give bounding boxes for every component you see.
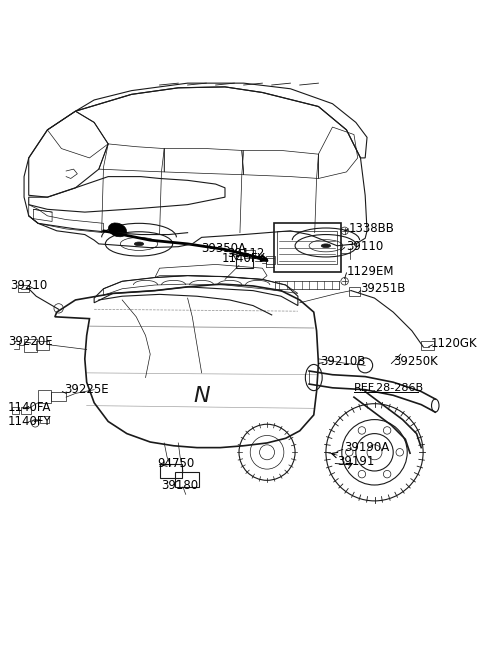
Text: 39110: 39110 bbox=[347, 240, 384, 253]
Text: 1140FA: 1140FA bbox=[8, 401, 51, 414]
Text: 94750: 94750 bbox=[158, 457, 195, 470]
Text: 39251B: 39251B bbox=[360, 282, 406, 295]
Text: 39220E: 39220E bbox=[8, 335, 53, 348]
Text: 39210: 39210 bbox=[10, 279, 48, 293]
Bar bbox=[421, 341, 434, 350]
Bar bbox=[159, 464, 182, 478]
Text: 1338BB: 1338BB bbox=[348, 222, 394, 234]
Text: 1120GK: 1120GK bbox=[431, 337, 477, 350]
Bar bbox=[36, 341, 49, 350]
Bar bbox=[17, 285, 29, 293]
Text: 39225E: 39225E bbox=[64, 383, 109, 396]
Bar bbox=[349, 287, 360, 297]
Bar bbox=[38, 390, 51, 403]
Text: 39250K: 39250K bbox=[393, 355, 438, 368]
Bar bbox=[274, 223, 341, 272]
Bar bbox=[266, 256, 276, 264]
Bar bbox=[24, 339, 37, 352]
Circle shape bbox=[54, 304, 63, 313]
Text: 39190A: 39190A bbox=[345, 441, 390, 454]
Text: 39210B: 39210B bbox=[320, 355, 366, 368]
Bar bbox=[21, 407, 31, 414]
Text: 1140FY: 1140FY bbox=[221, 253, 265, 265]
Ellipse shape bbox=[321, 244, 331, 247]
Bar bbox=[40, 416, 49, 423]
Bar bbox=[12, 407, 19, 414]
Text: 39112: 39112 bbox=[227, 247, 264, 260]
Text: 39191: 39191 bbox=[337, 455, 374, 468]
Bar bbox=[236, 255, 253, 268]
Text: 39180: 39180 bbox=[161, 478, 199, 491]
Ellipse shape bbox=[134, 242, 144, 246]
Bar bbox=[51, 392, 66, 401]
Text: 39350A: 39350A bbox=[202, 242, 247, 255]
Bar bbox=[244, 251, 255, 258]
Bar bbox=[277, 231, 337, 264]
Text: REF.28-286B: REF.28-286B bbox=[354, 383, 424, 393]
Ellipse shape bbox=[108, 223, 127, 237]
Text: 1129EM: 1129EM bbox=[347, 266, 394, 278]
Text: 1140FY: 1140FY bbox=[8, 415, 52, 428]
Bar bbox=[175, 472, 199, 487]
Text: $\it{N}$: $\it{N}$ bbox=[192, 386, 211, 406]
